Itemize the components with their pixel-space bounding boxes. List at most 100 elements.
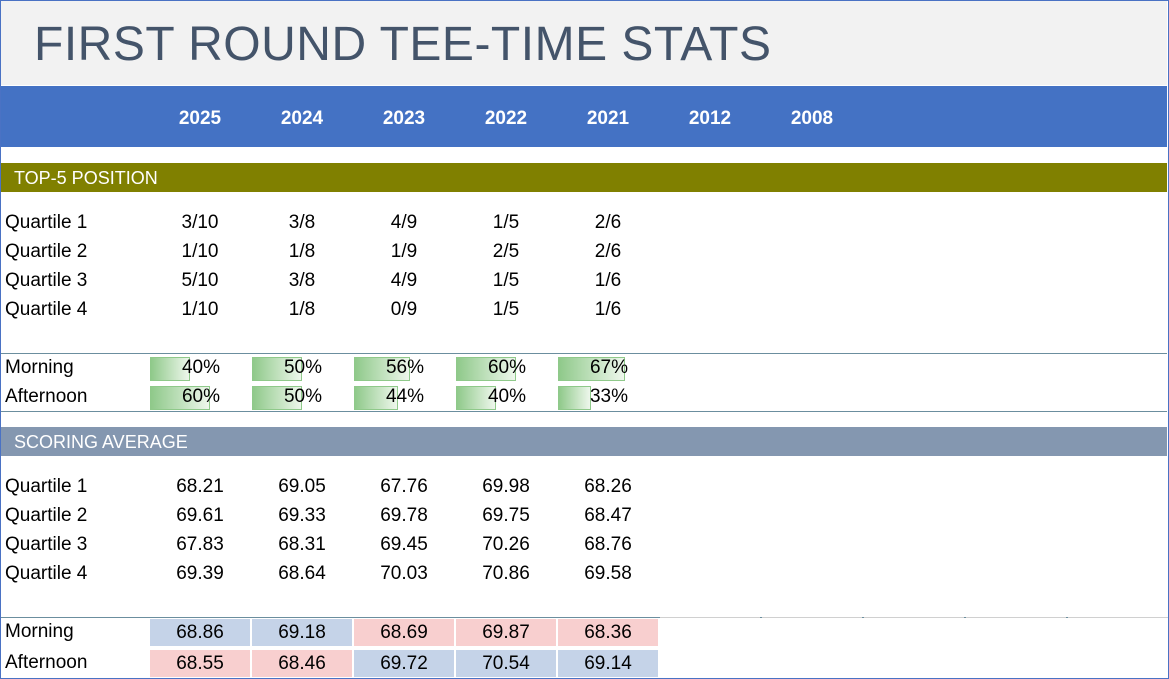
section-header-top5: TOP-5 POSITION xyxy=(1,163,1167,192)
year-header-2022[interactable]: 2022 xyxy=(484,108,528,129)
table-cell[interactable]: 68.64 xyxy=(278,563,326,584)
data-bar xyxy=(150,386,210,410)
data-bar xyxy=(150,357,190,381)
table-cell[interactable]: 69.05 xyxy=(278,476,326,497)
table-cell[interactable]: 70.26 xyxy=(482,534,530,555)
table-cell[interactable]: 40% xyxy=(487,386,526,407)
table-cell[interactable]: 56% xyxy=(385,357,424,378)
empty-cell-border xyxy=(864,617,964,618)
year-header-2025[interactable]: 2025 xyxy=(178,108,222,129)
table-cell[interactable]: 1/6 xyxy=(594,299,622,320)
table-cell[interactable]: 69.87 xyxy=(456,619,556,646)
section-title-top5: TOP-5 POSITION xyxy=(14,168,158,188)
row-label: Quartile 3 xyxy=(5,270,88,291)
table-cell[interactable]: 69.18 xyxy=(252,619,352,646)
table-cell[interactable]: 1/8 xyxy=(288,241,316,262)
table-cell[interactable]: 5/10 xyxy=(181,270,219,291)
empty-cell-border xyxy=(660,617,760,618)
table-cell[interactable]: 69.45 xyxy=(380,534,428,555)
table-cell[interactable]: 60% xyxy=(487,357,526,378)
section-title-scoring: SCORING AVERAGE xyxy=(14,432,188,452)
divider-top5-end xyxy=(1,411,1167,412)
table-cell[interactable]: 0/9 xyxy=(390,299,418,320)
table-cell[interactable]: 4/9 xyxy=(390,270,418,291)
data-bar xyxy=(558,386,591,410)
row-label: Afternoon xyxy=(5,652,88,673)
row-label: Quartile 2 xyxy=(5,505,88,526)
row-label: Quartile 4 xyxy=(5,563,88,584)
year-header-2024[interactable]: 2024 xyxy=(280,108,324,129)
title-banner: FIRST ROUND TEE-TIME STATS xyxy=(1,1,1167,85)
divider-top5-summary xyxy=(1,353,1167,354)
table-cell[interactable]: 68.69 xyxy=(354,619,454,646)
table-cell[interactable]: 60% xyxy=(181,386,220,407)
table-cell[interactable]: 2/6 xyxy=(594,212,622,233)
year-header-2023[interactable]: 2023 xyxy=(382,108,426,129)
year-header-bar: 2025 2024 2023 2022 2021 2012 2008 xyxy=(1,86,1167,147)
row-label: Quartile 4 xyxy=(5,299,88,320)
table-cell[interactable]: 68.47 xyxy=(584,505,632,526)
table-cell[interactable]: 67.76 xyxy=(380,476,428,497)
table-cell[interactable]: 68.31 xyxy=(278,534,326,555)
data-bar xyxy=(354,386,398,410)
table-cell[interactable]: 1/8 xyxy=(288,299,316,320)
table-cell[interactable]: 68.55 xyxy=(150,650,250,677)
divider-scoring-summary xyxy=(1,617,1167,618)
table-cell[interactable]: 69.61 xyxy=(176,505,224,526)
data-bar xyxy=(558,357,625,381)
section-header-scoring: SCORING AVERAGE xyxy=(1,427,1167,456)
row-label: Quartile 1 xyxy=(5,212,88,233)
row-label: Afternoon xyxy=(5,386,88,407)
table-cell[interactable]: 70.03 xyxy=(380,563,428,584)
table-cell[interactable]: 68.21 xyxy=(176,476,224,497)
table-cell[interactable]: 1/5 xyxy=(492,299,520,320)
table-cell[interactable]: 69.39 xyxy=(176,563,224,584)
table-cell[interactable]: 68.46 xyxy=(252,650,352,677)
table-cell[interactable]: 44% xyxy=(385,386,424,407)
table-cell[interactable]: 4/9 xyxy=(390,212,418,233)
table-cell[interactable]: 3/8 xyxy=(288,270,316,291)
data-bar xyxy=(456,386,496,410)
table-cell[interactable]: 2/6 xyxy=(594,241,622,262)
row-label: Morning xyxy=(5,357,74,378)
table-cell[interactable]: 1/10 xyxy=(181,299,219,320)
table-cell[interactable]: 50% xyxy=(283,386,322,407)
year-header-2021[interactable]: 2021 xyxy=(586,108,630,129)
empty-cell-border xyxy=(966,617,1066,618)
table-cell[interactable]: 1/9 xyxy=(390,241,418,262)
table-cell[interactable]: 40% xyxy=(181,357,220,378)
table-cell[interactable]: 69.78 xyxy=(380,505,428,526)
year-header-2012[interactable]: 2012 xyxy=(688,108,732,129)
table-cell[interactable]: 69.14 xyxy=(558,650,658,677)
table-cell[interactable]: 33% xyxy=(589,386,628,407)
empty-cell-border xyxy=(1068,617,1168,618)
data-bar xyxy=(354,357,410,381)
table-cell[interactable]: 3/10 xyxy=(181,212,219,233)
data-bar xyxy=(252,386,302,410)
table-cell[interactable]: 69.75 xyxy=(482,505,530,526)
table-cell[interactable]: 68.76 xyxy=(584,534,632,555)
table-cell[interactable]: 68.86 xyxy=(150,619,250,646)
table-cell[interactable]: 50% xyxy=(283,357,322,378)
table-cell[interactable]: 1/6 xyxy=(594,270,622,291)
table-cell[interactable]: 69.98 xyxy=(482,476,530,497)
empty-cell-border xyxy=(762,617,862,618)
table-cell[interactable]: 70.54 xyxy=(456,650,556,677)
table-cell[interactable]: 69.72 xyxy=(354,650,454,677)
table-cell[interactable]: 68.36 xyxy=(558,619,658,646)
page-title: FIRST ROUND TEE-TIME STATS xyxy=(34,18,772,71)
table-cell[interactable]: 1/10 xyxy=(181,241,219,262)
table-cell[interactable]: 69.58 xyxy=(584,563,632,584)
table-cell[interactable]: 67% xyxy=(589,357,628,378)
year-header-2008[interactable]: 2008 xyxy=(790,108,834,129)
table-cell[interactable]: 2/5 xyxy=(492,241,520,262)
table-cell[interactable]: 1/5 xyxy=(492,270,520,291)
table-cell[interactable]: 68.26 xyxy=(584,476,632,497)
table-cell[interactable]: 3/8 xyxy=(288,212,316,233)
table-cell[interactable]: 70.86 xyxy=(482,563,530,584)
table-cell[interactable]: 1/5 xyxy=(492,212,520,233)
row-label: Morning xyxy=(5,621,74,642)
table-cell[interactable]: 67.83 xyxy=(176,534,224,555)
table-cell[interactable]: 69.33 xyxy=(278,505,326,526)
row-label: Quartile 2 xyxy=(5,241,88,262)
